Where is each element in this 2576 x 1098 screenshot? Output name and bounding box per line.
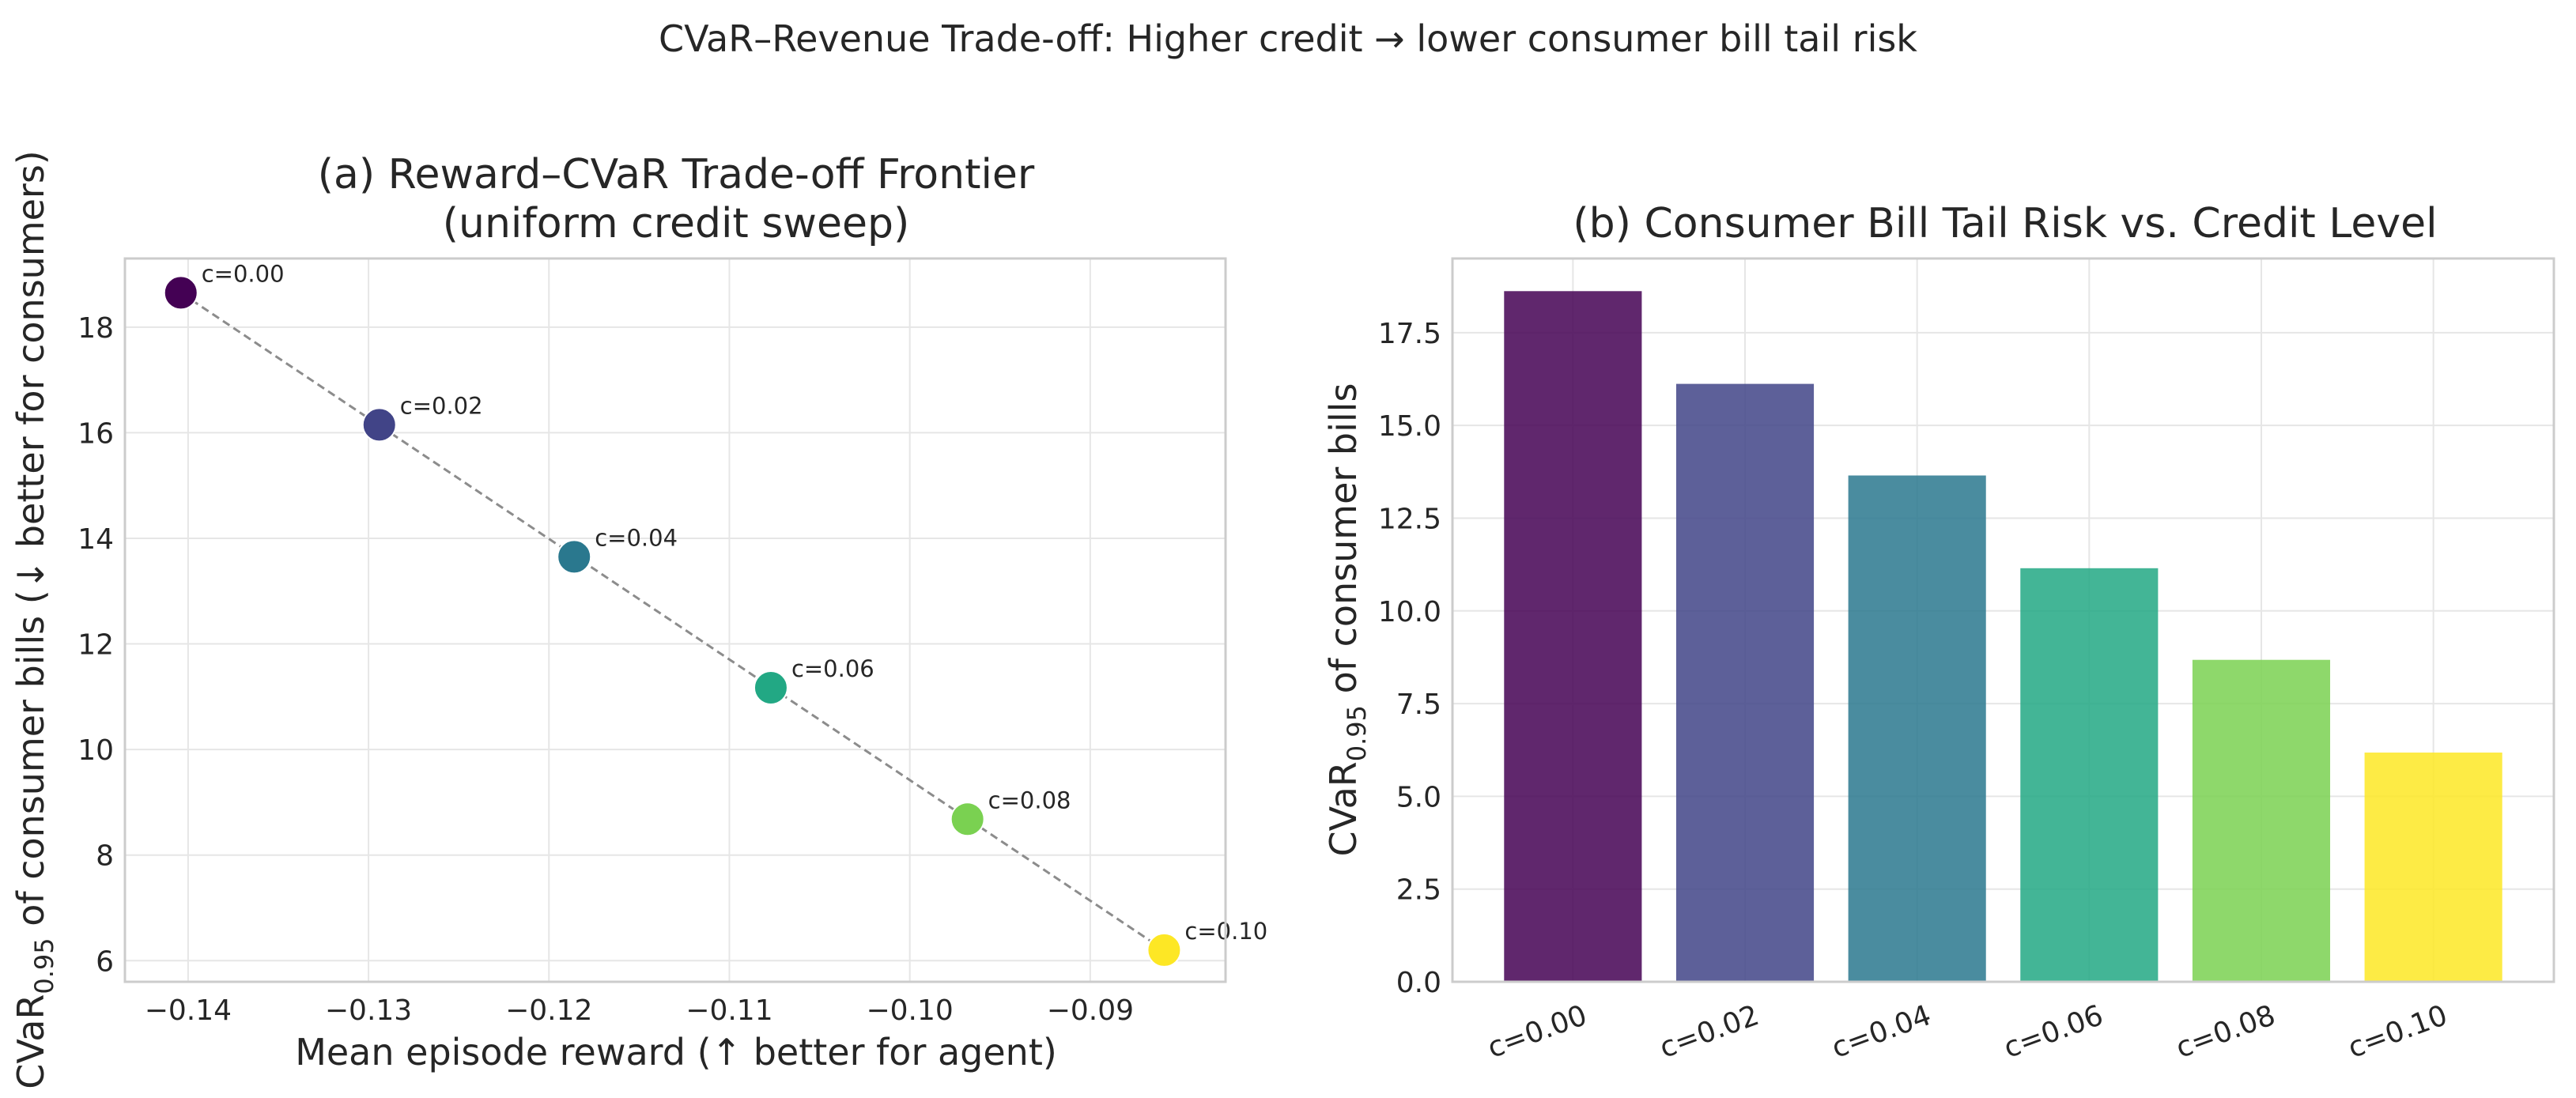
panel-b-y-axis-label: CVaR0.95 of consumer bills [1322,383,1372,857]
panel-b-y-tick-label: 5.0 [1396,781,1441,813]
panel-a-title-line1: (a) Reward–CVaR Trade-off Frontier [318,151,1035,198]
panel-a-title-line2: (uniform credit sweep) [443,200,910,247]
panel-a-x-tick-label: −0.12 [505,994,592,1027]
panel-a-x-tick-label: −0.10 [866,994,953,1027]
panel-b-y-tick-label: 10.0 [1378,596,1441,628]
scatter-point-label: c=0.06 [791,655,874,682]
panel-b-y-tick-label: 15.0 [1378,410,1441,443]
panel-b-x-tick-label: c=0.06 [2000,999,2107,1065]
panel-a-scatter: (a) Reward–CVaR Trade-off Frontier (unif… [9,150,1267,1089]
figure-suptitle: CVaR–Revenue Trade-off: Higher credit → … [659,17,1917,60]
bar [2192,659,2331,982]
panel-a-y-tick-label: 6 [96,945,114,978]
panel-b-x-tick-label: c=0.10 [2344,999,2451,1065]
panel-b-y-tick-label: 2.5 [1396,874,1441,907]
panel-b-x-tick-label: c=0.04 [1827,999,1935,1065]
scatter-point [950,802,985,837]
panel-b-y-label-suffix: of consumer bills [1322,383,1365,705]
panel-b-y-tick-label: 0.0 [1396,967,1441,999]
scatter-point-label: c=0.08 [988,787,1071,813]
scatter-point [557,539,592,575]
panel-a-x-tick-label: −0.11 [686,994,772,1027]
frontier-line [179,292,1165,952]
scatter-point-label: c=0.04 [595,524,678,551]
bar [2364,753,2502,982]
panel-a-y-tick-label: 14 [77,523,114,556]
bar [1675,383,1815,983]
panel-a-y-label-sub: 0.95 [29,938,59,994]
panel-b-frame [1451,257,2555,983]
panel-b-x-tick-label: c=0.02 [1656,999,1763,1065]
panel-a-y-label-prefix: CVaR [9,994,52,1089]
panel-b-y-label-prefix: CVaR [1322,761,1365,856]
bar [1504,291,1642,982]
scatter-point [361,407,397,443]
panel-a-x-tick-label: −0.09 [1047,994,1134,1027]
panel-a-y-tick-label: 16 [77,417,114,450]
panel-b-x-tick-label: c=0.00 [1483,999,1591,1065]
panel-a-frame [123,257,1227,983]
panel-a-y-tick-label: 10 [77,734,114,767]
panel-b-title: (b) Consumer Bill Tail Risk vs. Credit L… [1573,200,2437,247]
panel-a-x-tick-label: −0.13 [325,994,412,1027]
panel-b-x-tick-label: c=0.08 [2172,999,2279,1065]
scatter-point [163,275,198,311]
panel-b-y-tick-label: 12.5 [1378,503,1441,535]
panel-a-x-axis-label: Mean episode reward (↑ better for agent) [295,1031,1057,1073]
panel-b-y-label-sub: 0.95 [1342,705,1372,761]
panel-a-x-tick-label: −0.14 [145,994,232,1027]
scatter-point-label: c=0.02 [400,392,483,419]
panel-a-y-tick-label: 12 [77,629,114,662]
panel-a-y-label-suffix: of consumer bills (↓ better for consumer… [9,150,52,938]
panel-a-y-tick-label: 8 [96,840,114,873]
panel-a-y-tick-label: 18 [77,312,114,345]
scatter-point [1146,932,1182,968]
bar [1848,475,1986,982]
panel-a-y-axis-label: CVaR0.95 of consumer bills (↓ better for… [9,150,59,1089]
scatter-point [753,670,788,705]
bar [2020,568,2159,982]
panel-b-y-tick-label: 17.5 [1378,318,1441,350]
scatter-point-label: c=0.00 [202,260,285,287]
panel-b-y-tick-label: 7.5 [1396,689,1441,721]
panel-b-bar: (b) Consumer Bill Tail Risk vs. Credit L… [1322,200,2555,1065]
